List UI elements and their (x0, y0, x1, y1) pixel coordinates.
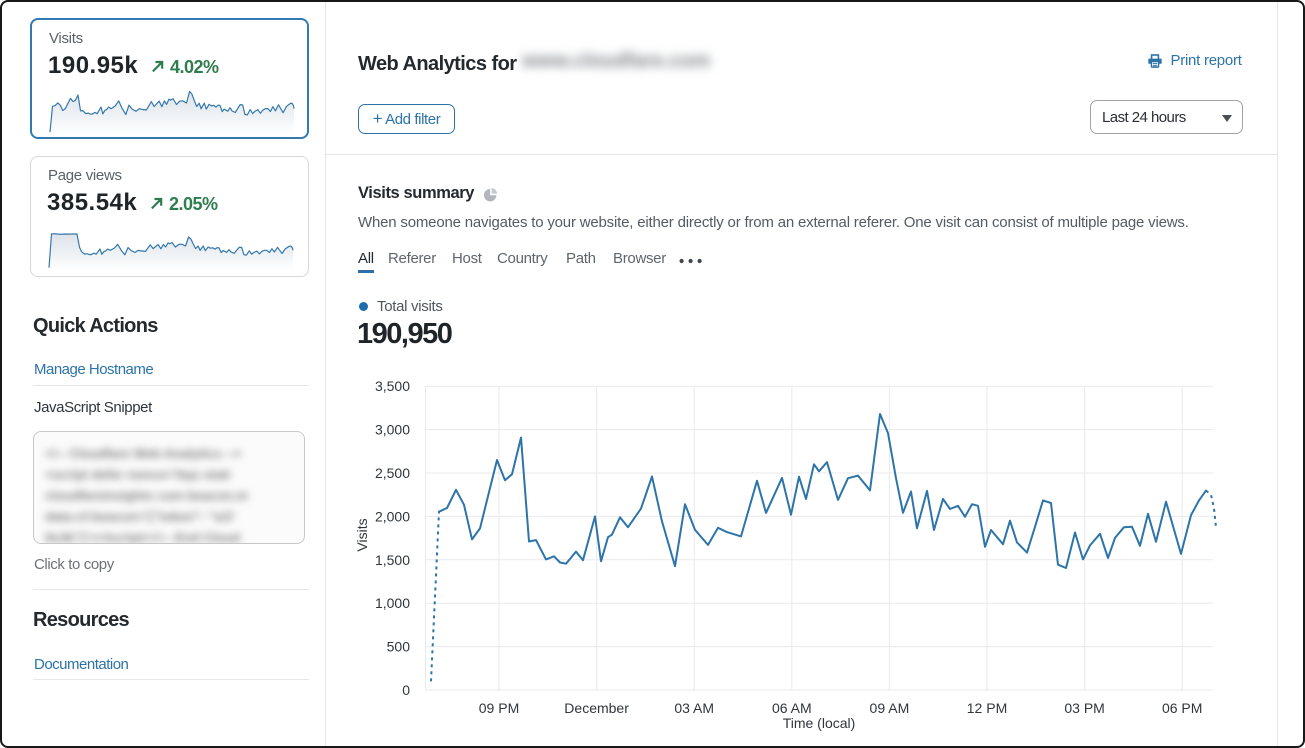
svg-text:1,500: 1,500 (375, 552, 410, 568)
svg-text:3,000: 3,000 (375, 422, 410, 438)
svg-text:1,000: 1,000 (375, 595, 410, 611)
svg-text:500: 500 (387, 639, 411, 655)
svg-text:03 AM: 03 AM (674, 700, 714, 716)
svg-text:03 PM: 03 PM (1064, 700, 1104, 716)
svg-text:0: 0 (402, 682, 410, 698)
svg-text:12 PM: 12 PM (967, 700, 1007, 716)
svg-text:3,500: 3,500 (375, 378, 410, 394)
svg-text:09 AM: 09 AM (870, 700, 910, 716)
svg-text:December: December (564, 700, 629, 716)
svg-text:2,000: 2,000 (375, 508, 410, 524)
svg-text:09 PM: 09 PM (479, 700, 519, 716)
svg-text:06 PM: 06 PM (1162, 700, 1202, 716)
svg-text:Visits: Visits (354, 518, 370, 551)
svg-text:06 AM: 06 AM (772, 700, 812, 716)
svg-text:Time (local): Time (local) (783, 715, 856, 731)
svg-text:2,500: 2,500 (375, 465, 410, 481)
